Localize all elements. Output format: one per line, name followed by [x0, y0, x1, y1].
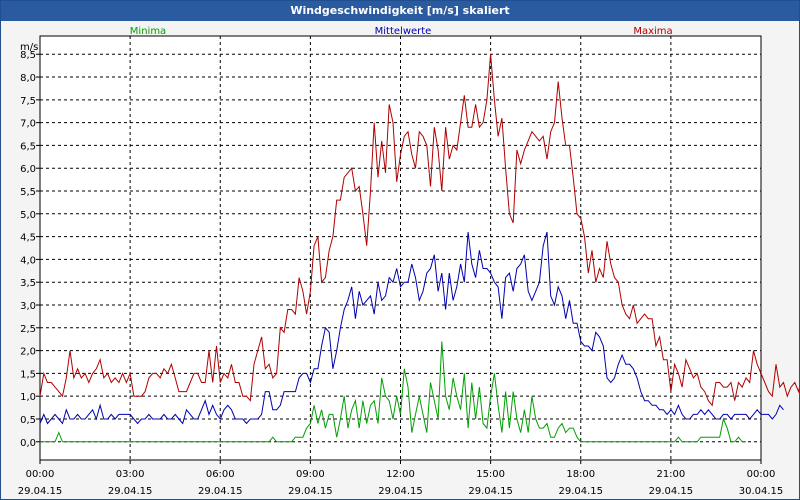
x-tick-time: 12:00 — [386, 469, 415, 480]
x-tick-date: 29.04.15 — [558, 486, 603, 497]
y-axis-label: m/s — [20, 42, 38, 53]
y-tick-label: 0,0 — [20, 438, 36, 449]
x-tick-time: 06:00 — [206, 469, 235, 480]
y-tick-label: 3,5 — [20, 278, 36, 289]
x-tick-time: 00:00 — [26, 469, 55, 480]
y-tick-label: 6,0 — [20, 164, 36, 175]
legend-mittelwerte: Mittelwerte — [375, 26, 432, 37]
x-tick-time: 03:00 — [116, 469, 145, 480]
y-tick-label: 2,0 — [20, 347, 36, 358]
x-tick-date: 30.04.15 — [739, 486, 784, 497]
y-tick-label: 1,5 — [20, 369, 36, 380]
y-tick-label: 4,5 — [20, 233, 36, 244]
axes: 0,0 0,5 1,0 1,5 2,0 2,5 3,0 3,5 4,0 4,5 5,0 5,5 6,0 6… — [18, 50, 784, 497]
x-tick-time: 18:00 — [566, 469, 595, 480]
y-tick-label: 8,0 — [20, 73, 36, 84]
y-tick-label: 8,5 — [20, 50, 36, 61]
y-tick-label: 5,5 — [20, 187, 36, 198]
x-tick-time: 09:00 — [296, 469, 325, 480]
legend-minima: Minima — [130, 26, 166, 37]
series-line-minima — [40, 341, 746, 443]
x-tick-time: 21:00 — [656, 469, 685, 480]
y-tick-label: 4,0 — [20, 255, 36, 266]
window-title: Windgeschwindigkeit [m/s] skaliert — [1, 1, 799, 21]
y-tick-label: 1,0 — [20, 392, 36, 403]
y-tick-label: 3,0 — [20, 301, 36, 312]
x-tick-date: 29.04.15 — [198, 486, 243, 497]
y-tick-label: 2,5 — [20, 324, 36, 335]
wind-speed-chart: 0,0 0,5 1,0 1,5 2,0 2,5 3,0 3,5 4,0 4,5 5,0 5,5 6,0 6… — [18, 26, 799, 497]
legend-maxima: Maxima — [633, 26, 672, 37]
x-tick-date: 29.04.15 — [108, 486, 153, 497]
series — [39, 54, 799, 443]
y-tick-label: 0,5 — [20, 415, 36, 426]
series-line-mittelwerte — [39, 231, 784, 425]
x-tick-date: 29.04.15 — [288, 486, 333, 497]
x-tick-date: 29.04.15 — [649, 486, 694, 497]
x-tick-date: 29.04.15 — [378, 486, 423, 497]
series-line-maxima — [39, 54, 799, 407]
y-tick-label: 7,0 — [20, 119, 36, 130]
y-tick-label: 6,5 — [20, 141, 36, 152]
x-tick-time: 15:00 — [476, 469, 505, 480]
y-tick-label: 7,5 — [20, 96, 36, 107]
x-tick-date: 29.04.15 — [468, 486, 513, 497]
legend: Minima Mittelwerte Maxima — [130, 26, 673, 37]
x-tick-date: 29.04.15 — [18, 486, 63, 497]
x-tick-time: 00:00 — [747, 469, 776, 480]
y-tick-label: 5,0 — [20, 210, 36, 221]
